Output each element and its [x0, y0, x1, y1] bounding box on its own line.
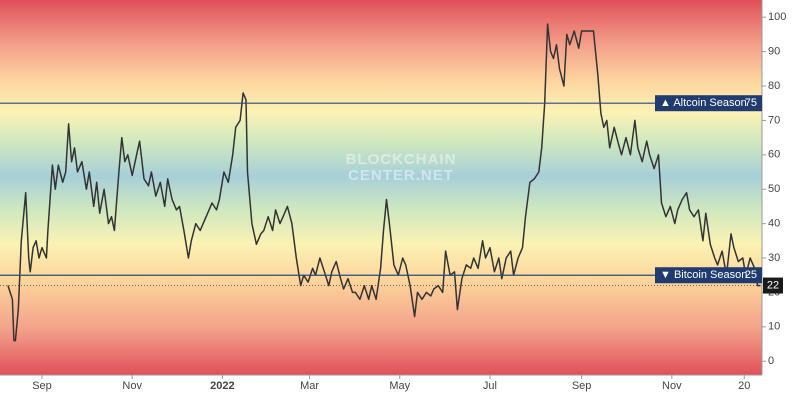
y-tick-label: 50	[768, 183, 780, 195]
threshold-box	[655, 95, 762, 112]
x-tick-label: Sep	[32, 380, 52, 392]
y-tick-label: 80	[768, 80, 780, 92]
y-tick-label: 100	[768, 11, 786, 23]
y-tick-label: 30	[768, 252, 780, 264]
y-tick-label: 40	[768, 218, 780, 230]
x-tick-label: May	[389, 380, 410, 392]
threshold-value: 25	[745, 269, 757, 281]
x-tick-label: Sep	[572, 380, 592, 392]
y-tick-label: 90	[768, 46, 780, 58]
threshold-value: 75	[745, 97, 757, 109]
x-tick-label: 20	[738, 380, 750, 392]
y-tick-label: 70	[768, 114, 780, 126]
x-tick-label: Nov	[662, 380, 682, 392]
current-label: 22	[767, 279, 779, 291]
threshold-box	[655, 267, 762, 284]
x-tick-label: 2022	[210, 380, 234, 392]
current-box	[763, 277, 783, 294]
watermark: CENTER.NET	[348, 167, 454, 184]
x-tick-label: Mar	[300, 380, 319, 392]
y-tick-label: 60	[768, 149, 780, 161]
threshold-label: ▲ Altcoin Season	[660, 97, 747, 109]
background	[0, 0, 762, 375]
y-tick-label: 0	[768, 355, 774, 367]
y-tick-label: 10	[768, 321, 780, 333]
threshold-label: ▼ Bitcoin Season	[660, 269, 747, 281]
watermark: BLOCKCHAIN	[346, 151, 457, 168]
x-tick-label: Nov	[122, 380, 142, 392]
x-tick-label: Jul	[483, 380, 497, 392]
series-line	[7, 23, 761, 342]
